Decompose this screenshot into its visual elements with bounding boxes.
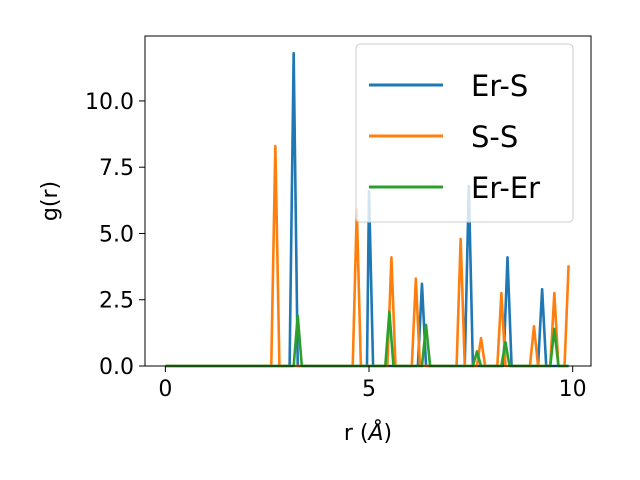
y-tick-label: 0.0 — [99, 355, 134, 380]
y-tick-label: 10.0 — [85, 90, 134, 115]
x-tick-label: 0 — [158, 377, 172, 402]
x-axis: 0 5 10 — [158, 366, 587, 402]
legend-box — [355, 43, 574, 223]
x-tick-label: 5 — [362, 377, 376, 402]
legend-label: Er-Er — [471, 171, 540, 205]
legend-label: S-S — [471, 120, 518, 154]
y-axis-label: g(r) — [38, 181, 63, 221]
legend: Er-S S-S Er-Er — [355, 43, 574, 223]
x-axis-label: r (Å) — [344, 419, 392, 446]
y-tick-label: 7.5 — [99, 156, 134, 181]
plot-frame — [144, 35, 592, 367]
y-tick-label: 5.0 — [99, 222, 134, 247]
legend-label: Er-S — [471, 69, 528, 103]
y-tick-label: 2.5 — [99, 289, 134, 314]
y-axis: 0.0 2.5 5.0 7.5 10.0 — [85, 90, 145, 380]
x-tick-label: 10 — [559, 377, 587, 402]
